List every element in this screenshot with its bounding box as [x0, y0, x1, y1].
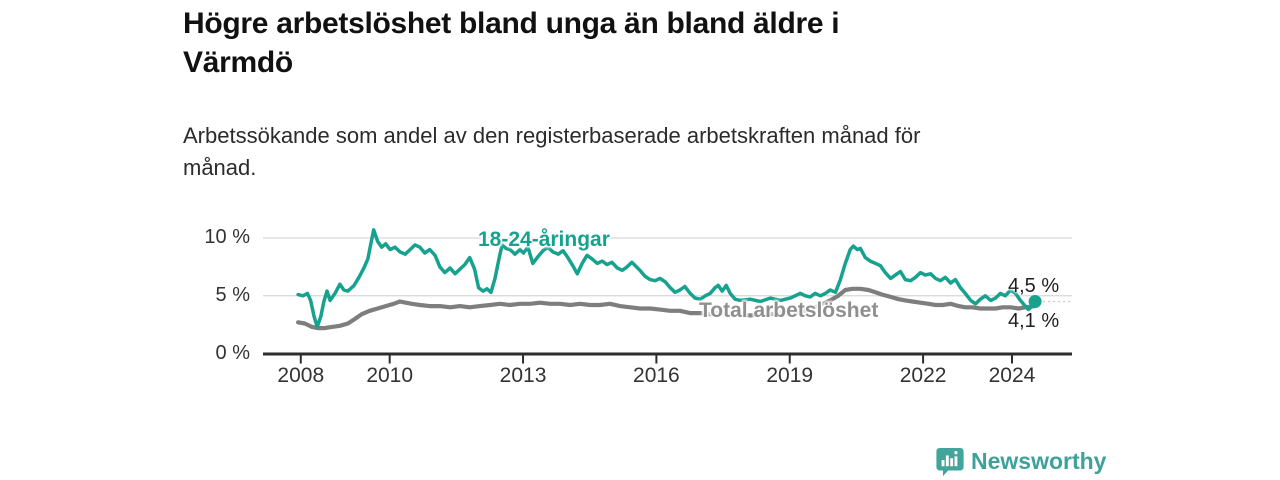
x-axis-tick-label: 2019 [766, 364, 814, 387]
x-axis-tick-label: 2022 [899, 364, 947, 387]
title-line-2: Värmdö [183, 46, 293, 79]
end-value-label-youth: 4,5 % [1008, 275, 1060, 297]
newsworthy-brand-text: Newsworthy [971, 448, 1107, 474]
series-line-total [296, 286, 1038, 331]
title-line-1: Högre arbetslöshet bland unga än bland ä… [183, 7, 840, 40]
x-axis-tick-label: 2013 [499, 364, 547, 387]
x-axis-tick-label: 2008 [277, 364, 325, 387]
y-axis-tick-label: 0 % [215, 341, 250, 364]
y-axis-tick-label: 10 % [204, 226, 250, 248]
newsworthy-logo-icon [936, 447, 964, 477]
subtitle-line-1: Arbetssökande som andel av den registerb… [183, 123, 921, 148]
end-value-label-total: 4,1 % [1008, 310, 1060, 332]
y-axis-tick-label: 5 % [215, 283, 250, 306]
page-title: Högre arbetslöshet bland unga än bland ä… [183, 4, 1043, 82]
series-label-total: Total arbetslöshet [699, 299, 879, 322]
subtitle-line-2: månad. [183, 155, 257, 180]
x-axis-tick-label: 2016 [633, 364, 680, 387]
x-axis-tick-label: 2010 [366, 364, 414, 387]
chart-subtitle: Arbetssökande som andel av den registerb… [183, 120, 1063, 184]
series-line-youth [296, 228, 1037, 329]
series-label-youth: 18-24-åringar [478, 228, 610, 251]
series-end-dot [1028, 295, 1042, 309]
x-axis-tick-label: 2024 [988, 364, 1036, 387]
